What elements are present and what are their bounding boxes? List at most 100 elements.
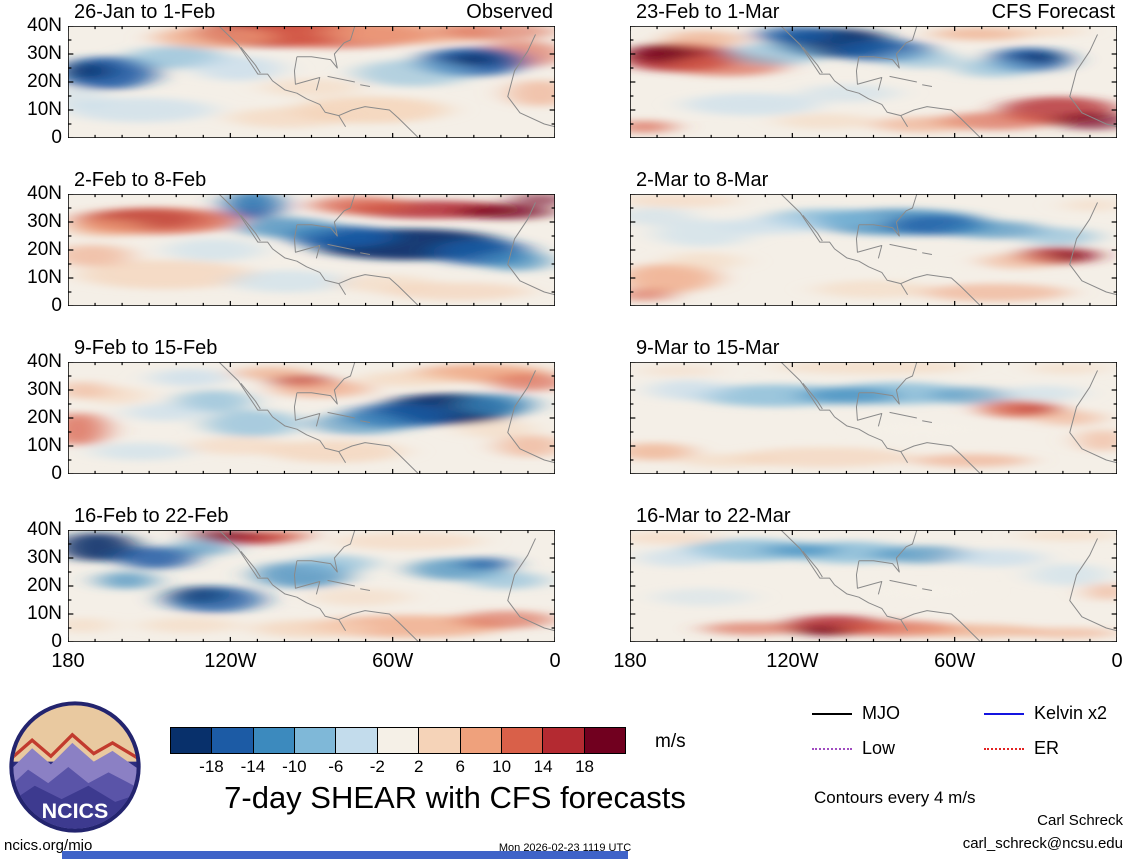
shear-anomaly-map xyxy=(68,362,555,474)
colorbar-tick-value: -10 xyxy=(282,757,307,776)
colorbar-swatch xyxy=(212,728,254,753)
site-url: ncics.org/mjo xyxy=(4,837,93,854)
colorbar-swatch xyxy=(419,728,461,753)
panel-header: 26-Jan to 1-Feb Observed xyxy=(68,1,555,25)
map-panel: 23-Feb to 1-Mar CFS Forecast xyxy=(630,1,1117,138)
map-panel: 16-Mar to 22-Mar xyxy=(630,505,1117,642)
coastlines xyxy=(781,362,1117,474)
colorbar-swatch xyxy=(295,728,337,753)
y-tick-label: 20N xyxy=(27,71,62,92)
y-tick-label: 20N xyxy=(27,407,62,428)
plot-title: 7-day SHEAR with CFS forecasts xyxy=(224,780,686,815)
y-tick-label: 30N xyxy=(27,547,62,568)
y-tick-label: 20N xyxy=(27,575,62,596)
panel-date-label: 9-Mar to 15-Mar xyxy=(636,337,780,359)
legend-label: Low xyxy=(862,738,896,758)
legend-line-sample xyxy=(984,712,1024,715)
legend-line-sample xyxy=(984,747,1024,750)
wave-legend: MJO Kelvin x2 Low ER xyxy=(812,703,1134,759)
coastlines xyxy=(219,362,555,474)
panel-header: 16-Feb to 22-Feb xyxy=(68,505,555,529)
ncics-logo: NCICS xyxy=(8,700,142,834)
y-tick-label: 30N xyxy=(27,379,62,400)
panel-header: 2-Feb to 8-Feb xyxy=(68,169,555,193)
colorbar-swatches xyxy=(170,727,626,754)
map-panel: 16-Feb to 22-Feb 40N 30N 20N 10N 0 xyxy=(27,505,555,652)
colorbar-swatch xyxy=(336,728,378,753)
legend-label: Kelvin x2 xyxy=(1034,703,1108,723)
panel-date-label: 16-Feb to 22-Feb xyxy=(74,505,229,527)
colorbar-swatch xyxy=(501,728,544,753)
colorbar-tick-value: -18 xyxy=(199,757,224,776)
y-tick-label: 30N xyxy=(27,211,62,232)
coastlines xyxy=(781,530,1117,642)
y-tick-label: 0 xyxy=(51,295,62,316)
shear-anomaly-map xyxy=(630,26,1117,138)
shear-anomaly-map xyxy=(68,194,555,306)
y-tick-label: 40N xyxy=(27,351,62,372)
panel-date-label: 16-Mar to 22-Mar xyxy=(636,505,791,527)
bottom-bar xyxy=(62,851,628,859)
colorbar-tick-value: 18 xyxy=(575,757,594,776)
colorbar-tick-value: -14 xyxy=(240,757,266,776)
panel-date-label: 2-Feb to 8-Feb xyxy=(74,169,207,191)
y-tick-label: 10N xyxy=(27,603,62,624)
x-tick-label: 180 xyxy=(613,650,647,672)
panel-header: 9-Mar to 15-Mar xyxy=(630,337,1117,361)
x-tick-label: 0 xyxy=(1111,650,1123,672)
legend-label: MJO xyxy=(862,703,900,723)
y-tick-label: 0 xyxy=(51,127,62,148)
legend-label: ER xyxy=(1034,738,1060,758)
map-panel: 9-Feb to 15-Feb 40N 30N 20N 10N 0 xyxy=(27,337,555,484)
axis-ticks xyxy=(68,362,555,474)
shear-anomaly-map xyxy=(68,530,555,642)
colorbar-tick-value: 2 xyxy=(413,757,424,776)
map-panel: 9-Mar to 15-Mar xyxy=(630,337,1117,474)
panel-header: 16-Mar to 22-Mar xyxy=(630,505,1117,529)
colorbar-swatch xyxy=(253,728,296,753)
y-tick-label: 10N xyxy=(27,267,62,288)
credit-name: Carl Schreck xyxy=(1037,812,1123,829)
colorbar-tick-value: 14 xyxy=(533,757,553,776)
credit-email: carl_schreck@ncsu.edu xyxy=(962,835,1123,852)
y-tick-label: 10N xyxy=(27,435,62,456)
colorbar-tick-value: -2 xyxy=(369,757,385,776)
coastlines xyxy=(781,26,1117,138)
colorbar-swatch xyxy=(377,728,420,753)
logo-ridge-line xyxy=(13,732,137,761)
colorbar-tick-value: -6 xyxy=(328,757,344,776)
colorbar-unit: m/s xyxy=(655,731,686,752)
coastlines xyxy=(219,26,555,138)
x-tick-label: 180 xyxy=(51,650,85,672)
map-panel: 26-Jan to 1-Feb Observed 40N 30N 20N 10N 0 xyxy=(27,1,555,148)
y-tick-label: 0 xyxy=(51,631,62,652)
colorbar-swatch xyxy=(584,728,625,753)
y-tick-label: 20N xyxy=(27,239,62,260)
shear-anomaly-map xyxy=(68,26,555,138)
shear-anomaly-map xyxy=(630,362,1117,474)
map-panel: 2-Feb to 8-Feb 40N 30N 20N 10N 0 xyxy=(27,169,555,316)
panel-header: 2-Mar to 8-Mar xyxy=(630,169,1117,193)
coastlines xyxy=(781,194,1117,306)
legend-item-low: Low xyxy=(812,738,984,759)
panel-column-header: CFS Forecast xyxy=(991,1,1115,23)
colorbar-tick-value: 6 xyxy=(455,757,465,776)
colorbar-swatch xyxy=(171,728,213,753)
colorbar-tick-labels: -18 -14 -10 -6 -2 2 6 10 14 18 xyxy=(170,757,626,779)
contours-note: Contours every 4 m/s xyxy=(814,788,976,807)
y-tick-label: 30N xyxy=(27,43,62,64)
panel-column-header: Observed xyxy=(466,1,553,23)
colorbar-tick-value: 10 xyxy=(492,757,512,776)
y-tick-label: 0 xyxy=(51,463,62,484)
y-tick-label: 40N xyxy=(27,519,62,540)
legend-item-er: ER xyxy=(984,738,1134,759)
coastlines xyxy=(219,530,555,642)
colorbar-swatch xyxy=(460,728,502,753)
colorbar: -18 -14 -10 -6 -2 2 6 10 14 18 xyxy=(170,727,626,779)
x-tick-label: 60W xyxy=(934,650,976,672)
shear-anomaly-map xyxy=(630,530,1117,642)
x-axis-labels-left: 180 120W 60W 0 xyxy=(51,650,560,678)
shear-anomaly-map xyxy=(630,194,1117,306)
x-tick-label: 0 xyxy=(549,650,561,672)
panel-date-label: 26-Jan to 1-Feb xyxy=(74,1,216,23)
